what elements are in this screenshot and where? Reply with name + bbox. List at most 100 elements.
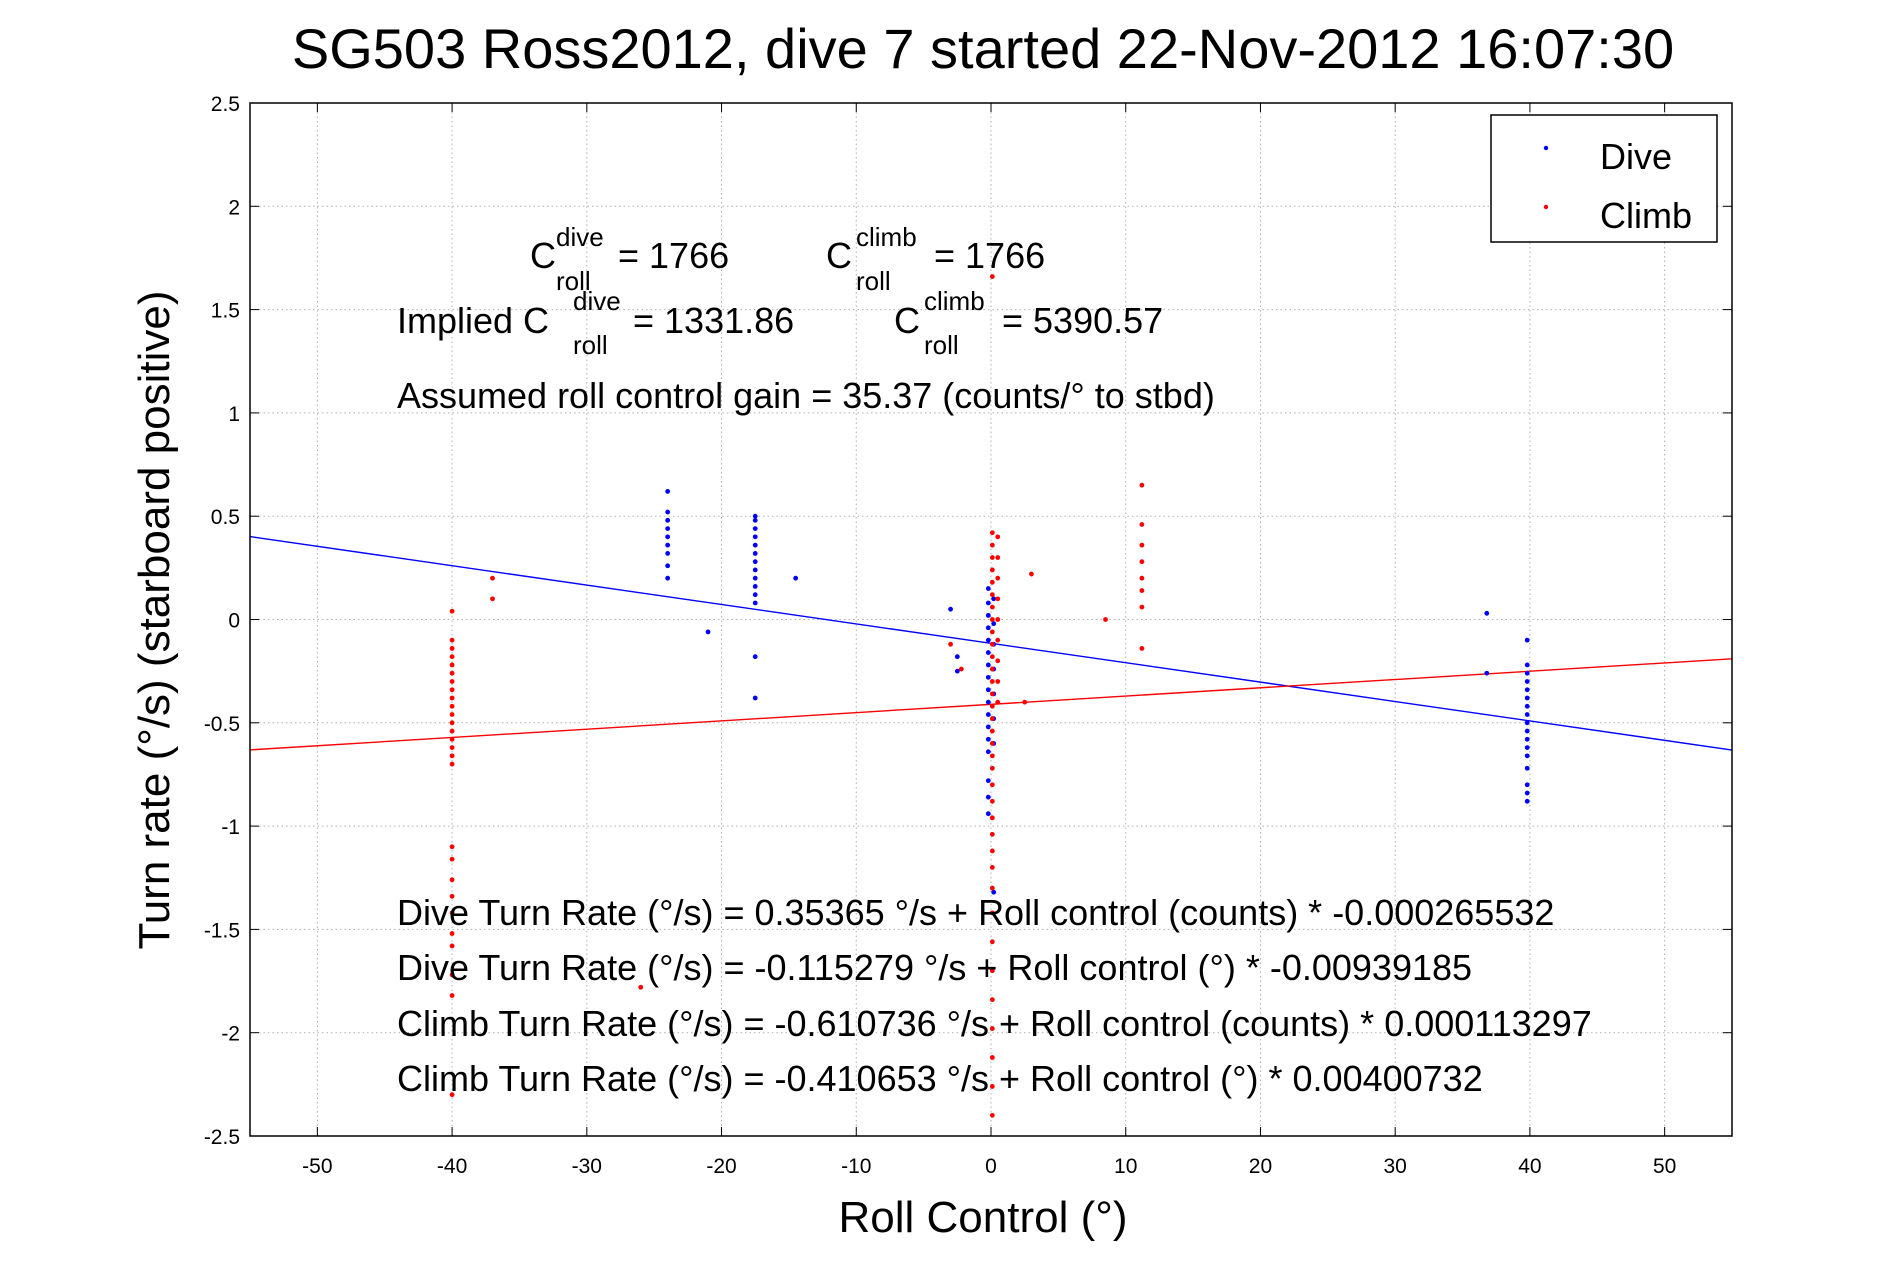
climb-point bbox=[449, 972, 455, 978]
dive-point bbox=[752, 534, 758, 540]
dive-point bbox=[1524, 637, 1530, 643]
climb-point bbox=[1029, 571, 1034, 577]
dive-point bbox=[665, 563, 671, 569]
climb-point bbox=[989, 885, 995, 891]
c-roll-climb-sup: climb bbox=[856, 222, 917, 252]
climb-point bbox=[449, 695, 455, 701]
implied-c-roll-climb-letter: C bbox=[894, 300, 920, 341]
dive-point bbox=[752, 517, 758, 523]
y-tick-label: -2 bbox=[221, 1023, 240, 1046]
implied-c-roll-dive-sub: roll bbox=[573, 330, 608, 360]
climb-point bbox=[1139, 559, 1145, 565]
climb-point bbox=[989, 968, 995, 974]
climb-point bbox=[989, 741, 995, 746]
climb-point bbox=[989, 555, 995, 560]
climb-point bbox=[995, 658, 1001, 664]
climb-point bbox=[989, 815, 995, 821]
dive-point bbox=[985, 794, 991, 800]
roll-gain-text: Assumed roll control gain = 35.37 (count… bbox=[397, 375, 1215, 416]
x-tick-label: 40 bbox=[1518, 1155, 1541, 1178]
climb-point bbox=[989, 1055, 995, 1060]
climb-point bbox=[1139, 575, 1145, 581]
climb-point bbox=[449, 761, 455, 767]
legend: Dive Climb bbox=[1490, 114, 1718, 243]
climb-point bbox=[989, 654, 995, 660]
climb-point bbox=[1139, 588, 1145, 593]
x-tick-label: -40 bbox=[437, 1155, 467, 1178]
climb-point bbox=[989, 691, 995, 697]
climb-point bbox=[449, 753, 455, 759]
implied-c-roll-dive-prefix: Implied C bbox=[397, 300, 549, 341]
climb-point bbox=[995, 637, 1001, 643]
climb-point bbox=[995, 617, 1001, 622]
dive-point bbox=[665, 489, 671, 494]
climb-point bbox=[989, 579, 995, 585]
dive-point bbox=[752, 695, 758, 701]
climb-point bbox=[449, 679, 455, 684]
climb-point bbox=[989, 728, 995, 734]
dive-point bbox=[752, 550, 758, 556]
climb-point bbox=[989, 1084, 995, 1089]
dive-point bbox=[985, 586, 991, 591]
climb-point bbox=[449, 844, 455, 850]
dive-point bbox=[985, 712, 991, 717]
y-tick-label: 0.5 bbox=[211, 506, 240, 529]
legend-dive-label: Dive bbox=[1600, 136, 1672, 177]
climb-point bbox=[449, 608, 455, 614]
climb-point bbox=[1139, 604, 1145, 610]
dive-point bbox=[985, 749, 991, 755]
dive-point bbox=[954, 668, 960, 674]
c-roll-climb-sub: roll bbox=[856, 266, 891, 296]
x-tick-label: 10 bbox=[1114, 1155, 1137, 1178]
c-roll-climb-value: = 1766 bbox=[934, 235, 1045, 276]
y-axis-label: Turn rate (°/s) (starboard positive) bbox=[130, 290, 179, 949]
climb-point bbox=[989, 782, 995, 788]
y-tick-label: -1 bbox=[221, 816, 240, 839]
climb-point bbox=[989, 765, 995, 771]
climb-point bbox=[989, 641, 995, 647]
equation-climb-degrees: Climb Turn Rate (°/s) = -0.410653 °/s + … bbox=[397, 1058, 1483, 1099]
implied-c-roll-climb-value: = 5390.57 bbox=[1002, 300, 1163, 341]
climb-point bbox=[449, 856, 455, 862]
dive-point bbox=[1524, 798, 1530, 804]
climb-point bbox=[449, 943, 455, 949]
dive-point bbox=[948, 606, 953, 612]
dive-point bbox=[705, 629, 711, 635]
climb-point bbox=[638, 984, 644, 990]
dive-point bbox=[985, 811, 991, 817]
climb-point bbox=[449, 637, 455, 643]
climb-point bbox=[449, 736, 455, 742]
climb-point bbox=[989, 753, 995, 759]
x-tick-label: 20 bbox=[1249, 1155, 1272, 1178]
dive-point bbox=[665, 517, 671, 523]
climb-point bbox=[449, 877, 455, 883]
dive-point bbox=[752, 567, 758, 573]
dive-point bbox=[1524, 736, 1530, 742]
implied-c-roll-dive-sup: dive bbox=[573, 286, 621, 316]
legend-box bbox=[1490, 114, 1718, 243]
dive-point bbox=[665, 575, 671, 581]
climb-point bbox=[449, 654, 455, 660]
y-tick-label: 2.5 bbox=[211, 93, 240, 116]
axis-ticks: -50 -40 -30 -20 -10 0 10 20 30 40 50-2.5-2-1.5-1-0… bbox=[204, 93, 1732, 1178]
climb-point bbox=[995, 679, 1001, 684]
climb-point bbox=[449, 720, 455, 726]
c-roll-climb-letter: C bbox=[826, 235, 852, 276]
dive-point bbox=[1524, 765, 1530, 771]
dive-point bbox=[1524, 790, 1530, 796]
dive-point bbox=[1524, 720, 1530, 726]
dive-point bbox=[1484, 670, 1490, 676]
climb-point bbox=[995, 575, 1001, 581]
climb-point bbox=[1139, 522, 1145, 527]
dive-point bbox=[985, 662, 991, 668]
climb-point bbox=[449, 993, 455, 998]
y-tick-label: 2 bbox=[228, 196, 240, 219]
dive-point bbox=[985, 699, 991, 705]
dive-point bbox=[752, 654, 758, 660]
climb-point bbox=[989, 679, 995, 684]
dive-point bbox=[991, 621, 997, 627]
climb-point bbox=[989, 666, 995, 672]
dive-point bbox=[752, 592, 758, 598]
climb-point bbox=[989, 798, 995, 804]
dive-point bbox=[985, 637, 991, 643]
